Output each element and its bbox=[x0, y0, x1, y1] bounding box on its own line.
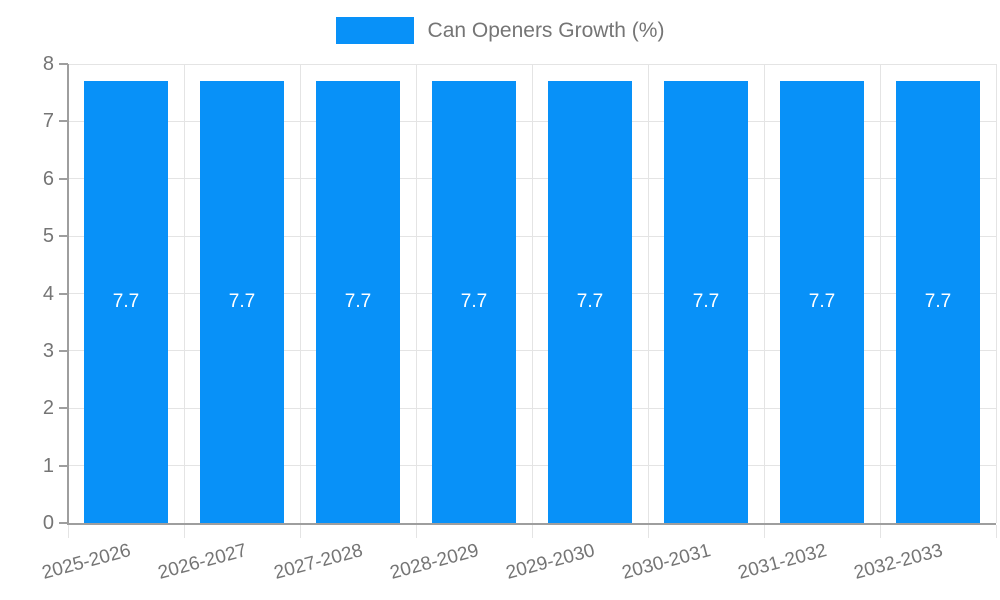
y-tick-label: 3 bbox=[42, 339, 54, 362]
y-tick-label: 8 bbox=[42, 53, 54, 75]
x-tick-label: 2031-2032 bbox=[735, 540, 830, 584]
x-tick-mark bbox=[879, 525, 881, 538]
bar-value-label: 7.7 bbox=[112, 291, 140, 313]
x-gridline bbox=[763, 64, 765, 523]
x-tick-label: 2028-2029 bbox=[387, 540, 482, 584]
bar-value-label: 7.7 bbox=[460, 291, 488, 313]
x-tick-label: 2032-2033 bbox=[851, 540, 946, 584]
x-tick-mark bbox=[299, 525, 301, 538]
bar-value-label: 7.7 bbox=[344, 291, 372, 313]
x-tick-mark bbox=[67, 525, 69, 538]
y-tick-label: 7 bbox=[42, 110, 54, 133]
y-tick-mark bbox=[59, 407, 68, 410]
y-tick-label: 1 bbox=[42, 454, 54, 477]
y-tick-mark bbox=[59, 349, 68, 352]
bar-2028-2029[interactable] bbox=[432, 81, 516, 523]
bar-2025-2026[interactable] bbox=[84, 81, 168, 523]
y-tick-mark bbox=[59, 522, 68, 524]
y-tick-label: 0 bbox=[42, 512, 54, 534]
bar-2029-2030[interactable] bbox=[548, 81, 632, 523]
x-tick-mark bbox=[647, 525, 649, 538]
x-gridline bbox=[299, 64, 301, 523]
x-tick-label: 2027-2028 bbox=[271, 540, 366, 584]
x-axis-line bbox=[67, 523, 996, 525]
bar-2031-2032[interactable] bbox=[780, 81, 864, 523]
legend[interactable]: Can Openers Growth (%) bbox=[0, 17, 1000, 44]
bar-value-label: 7.7 bbox=[228, 291, 256, 313]
x-gridline bbox=[995, 64, 997, 523]
y-tick-mark bbox=[59, 177, 68, 180]
x-tick-label: 2030-2031 bbox=[619, 540, 714, 584]
bar-2026-2027[interactable] bbox=[200, 81, 284, 523]
x-tick-mark bbox=[995, 525, 997, 538]
x-gridline bbox=[183, 64, 185, 523]
bar-2030-2031[interactable] bbox=[664, 81, 748, 523]
x-gridline bbox=[879, 64, 881, 523]
x-tick-mark bbox=[763, 525, 765, 538]
x-gridline bbox=[647, 64, 649, 523]
y-tick-mark bbox=[59, 235, 68, 238]
legend-swatch bbox=[335, 17, 414, 44]
bar-value-label: 7.7 bbox=[808, 291, 836, 313]
x-tick-label: 2025-2026 bbox=[39, 540, 134, 584]
legend-label: Can Openers Growth (%) bbox=[427, 18, 665, 42]
bar-value-label: 7.7 bbox=[924, 291, 952, 313]
y-tick-mark bbox=[59, 464, 68, 467]
y-tick-mark bbox=[59, 292, 68, 295]
x-gridline bbox=[531, 64, 533, 523]
x-tick-mark bbox=[183, 525, 185, 538]
x-tick-mark bbox=[531, 525, 533, 538]
x-tick-label: 2029-2030 bbox=[503, 540, 598, 584]
x-gridline bbox=[415, 64, 417, 523]
x-tick-label: 2026-2027 bbox=[155, 540, 250, 584]
bar-value-label: 7.7 bbox=[692, 291, 720, 313]
bar-2032-2033[interactable] bbox=[896, 81, 980, 523]
y-tick-label: 5 bbox=[42, 225, 54, 248]
y-tick-label: 4 bbox=[42, 282, 54, 305]
y-tick-mark bbox=[59, 63, 68, 65]
bar-value-label: 7.7 bbox=[576, 291, 604, 313]
y-tick-label: 2 bbox=[42, 397, 54, 420]
y-tick-mark bbox=[59, 120, 68, 123]
x-tick-mark bbox=[415, 525, 417, 538]
bar-2027-2028[interactable] bbox=[316, 81, 400, 523]
y-tick-label: 6 bbox=[42, 167, 54, 190]
y-axis-line bbox=[67, 64, 69, 525]
